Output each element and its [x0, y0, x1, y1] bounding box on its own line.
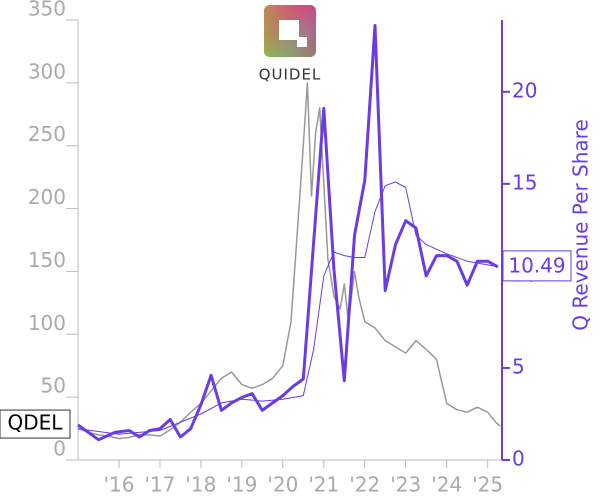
x-tick-label: '23 — [390, 473, 421, 497]
x-tick-label: '25 — [472, 473, 503, 497]
y2-tick-label: 20 — [512, 78, 537, 102]
x-tick-label: '17 — [144, 473, 175, 497]
y-tick-label: 200 — [28, 185, 66, 209]
logo-text: QUIDEL — [259, 66, 322, 84]
y-tick-label: 350 — [28, 0, 66, 21]
y-tick-label: 100 — [28, 311, 66, 335]
y2-axis-label: Q Revenue Per Share — [569, 119, 593, 331]
series-line — [77, 181, 498, 435]
y-tick-label: 0 — [53, 437, 66, 461]
series-label: QDEL — [8, 411, 64, 435]
y-tick-label: 300 — [28, 59, 66, 83]
y-tick-label: 150 — [28, 248, 66, 272]
series-label-box — [0, 409, 71, 439]
x-tick-label: '16 — [103, 473, 134, 497]
y-tick-label: 50 — [41, 374, 66, 398]
value-label-box — [502, 250, 572, 282]
y-tick-label: 250 — [28, 122, 66, 146]
x-tick-label: '21 — [308, 473, 339, 497]
x-tick-label: '24 — [431, 473, 462, 497]
logo-q-shape — [279, 20, 299, 40]
x-tick-label: '18 — [185, 473, 216, 497]
logo-q-tail — [297, 37, 307, 47]
x-tick-label: '22 — [349, 473, 380, 497]
x-tick-label: '20 — [267, 473, 298, 497]
x-tick-label: '19 — [226, 473, 257, 497]
series-line — [77, 24, 499, 442]
series-line — [77, 82, 501, 440]
logo: QUIDEL — [259, 5, 322, 84]
value-label: 10.49 — [508, 253, 565, 277]
y2-tick-label: 0 — [512, 447, 525, 471]
y2-tick-label: 15 — [512, 170, 537, 194]
y2-tick-label: 5 — [512, 354, 525, 378]
